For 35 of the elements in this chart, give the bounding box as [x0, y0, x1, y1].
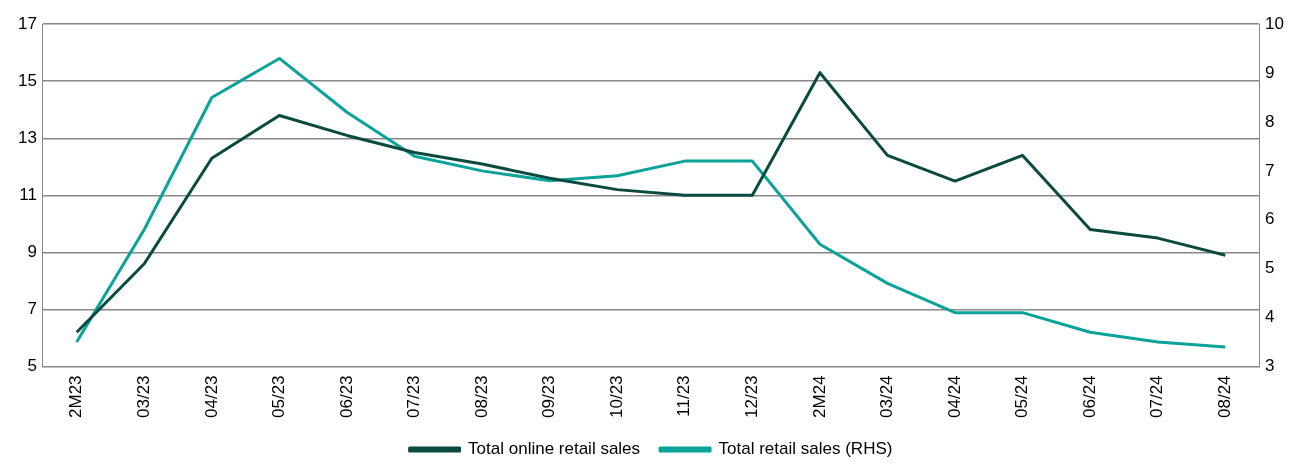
y2-tick-label: 10	[1265, 13, 1285, 33]
y2-tick-label: 3	[1265, 356, 1275, 376]
y2-tick-label: 9	[1265, 62, 1275, 82]
y-tick-label: 7	[27, 299, 37, 319]
y2-tick-label: 5	[1265, 258, 1275, 278]
x-tick-label: 08/23	[471, 375, 491, 419]
y2-tick-label: 4	[1265, 307, 1275, 327]
x-tick-label: 2M23	[66, 375, 86, 418]
x-tick-label: 08/24	[1215, 375, 1234, 419]
x-tick-label: 12/23	[742, 375, 762, 419]
y-tick-label: 5	[27, 356, 37, 376]
y-tick-label: 11	[19, 185, 37, 205]
x-tick-label: 09/23	[539, 375, 559, 419]
y-tick-label: 13	[17, 127, 37, 147]
x-tick-label: 05/24	[1012, 375, 1032, 419]
x-tick-label: 06/24	[1079, 375, 1099, 419]
x-tick-label: 10/23	[606, 375, 626, 419]
legend-label: Total retail sales (RHS)	[718, 439, 893, 459]
x-tick-label: 07/24	[1147, 375, 1167, 419]
x-tick-label: 07/23	[404, 375, 424, 419]
y2-tick-label: 8	[1265, 111, 1275, 131]
y-tick-label: 15	[17, 70, 37, 90]
x-tick-label: 11/23	[674, 375, 694, 417]
y2-tick-label: 6	[1265, 209, 1275, 229]
x-tick-label: 06/23	[336, 375, 356, 419]
x-tick-label: 2M24	[809, 375, 829, 418]
y-tick-label: 17	[17, 13, 37, 33]
x-tick-label: 04/24	[944, 375, 964, 419]
x-tick-label: 05/23	[269, 375, 289, 419]
legend-label: Total online retail sales	[468, 439, 641, 459]
x-tick-label: 04/23	[201, 375, 221, 419]
y-tick-label: 9	[27, 242, 37, 262]
y2-tick-label: 7	[1265, 160, 1275, 180]
x-tick-label: 03/23	[133, 375, 153, 419]
x-tick-label: 03/24	[877, 375, 897, 419]
